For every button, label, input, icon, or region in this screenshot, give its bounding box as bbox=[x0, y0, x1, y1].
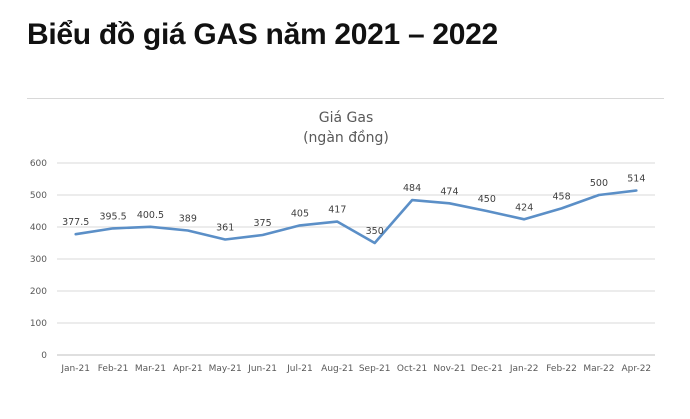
x-tick-label: May-21 bbox=[209, 364, 242, 374]
series-line bbox=[74, 189, 638, 245]
data-label: 424 bbox=[515, 202, 533, 213]
x-tick-label: Aug-21 bbox=[321, 364, 353, 374]
x-tick-label: Dec-21 bbox=[471, 364, 503, 374]
data-label: 405 bbox=[291, 208, 309, 219]
divider bbox=[27, 98, 664, 99]
data-label: 450 bbox=[478, 194, 496, 205]
data-label: 514 bbox=[627, 174, 645, 185]
x-tick-label: Apr-22 bbox=[621, 364, 651, 374]
y-tick-label: 100 bbox=[30, 319, 47, 329]
y-tick-label: 300 bbox=[30, 255, 47, 265]
data-label: 389 bbox=[179, 214, 197, 225]
x-tick-label: Nov-21 bbox=[433, 364, 465, 374]
x-tick-label: Jul-21 bbox=[286, 364, 313, 374]
grid bbox=[57, 162, 655, 356]
data-label: 458 bbox=[552, 191, 570, 202]
data-label: 395.5 bbox=[99, 211, 126, 222]
y-tick-label: 500 bbox=[30, 191, 47, 201]
y-axis: 0 100 200 300 400 500 600 bbox=[30, 159, 47, 361]
data-label: 400.5 bbox=[137, 210, 164, 221]
x-tick-label: Mar-21 bbox=[135, 364, 166, 374]
page-title: Biểu đồ giá GAS năm 2021 – 2022 bbox=[27, 18, 498, 51]
data-label: 361 bbox=[216, 222, 234, 233]
x-tick-label: Mar-22 bbox=[583, 364, 614, 374]
x-tick-label: Jan-21 bbox=[60, 364, 90, 374]
data-label: 417 bbox=[328, 205, 346, 216]
y-tick-label: 200 bbox=[30, 287, 47, 297]
x-tick-label: Sep-21 bbox=[359, 364, 391, 374]
data-label: 474 bbox=[440, 186, 458, 197]
series bbox=[74, 189, 638, 245]
chart-subtitle: (ngàn đồng) bbox=[303, 129, 389, 146]
y-tick-label: 0 bbox=[41, 351, 47, 361]
data-label: 500 bbox=[590, 178, 608, 189]
y-tick-label: 600 bbox=[30, 159, 47, 169]
data-labels: 377.5 395.5 400.5 389 361 375 405 417 350 484 474 4… bbox=[62, 174, 645, 237]
x-tick-label: Jan-22 bbox=[509, 364, 539, 374]
x-axis: Jan-21 Feb-21 Mar-21 Apr-21 May-21 Jun-21 Jul-… bbox=[60, 364, 651, 374]
x-tick-label: Oct-21 bbox=[397, 364, 427, 374]
x-tick-label: Feb-22 bbox=[546, 364, 577, 374]
x-tick-label: Jun-21 bbox=[247, 364, 277, 374]
data-label: 377.5 bbox=[62, 217, 89, 228]
data-label: 484 bbox=[403, 183, 421, 194]
data-label: 350 bbox=[366, 226, 384, 237]
y-tick-label: 400 bbox=[30, 223, 47, 233]
x-tick-label: Apr-21 bbox=[173, 364, 203, 374]
chart-title: Giá Gas bbox=[319, 110, 374, 126]
data-label: 375 bbox=[253, 218, 271, 229]
x-tick-label: Feb-21 bbox=[98, 364, 129, 374]
